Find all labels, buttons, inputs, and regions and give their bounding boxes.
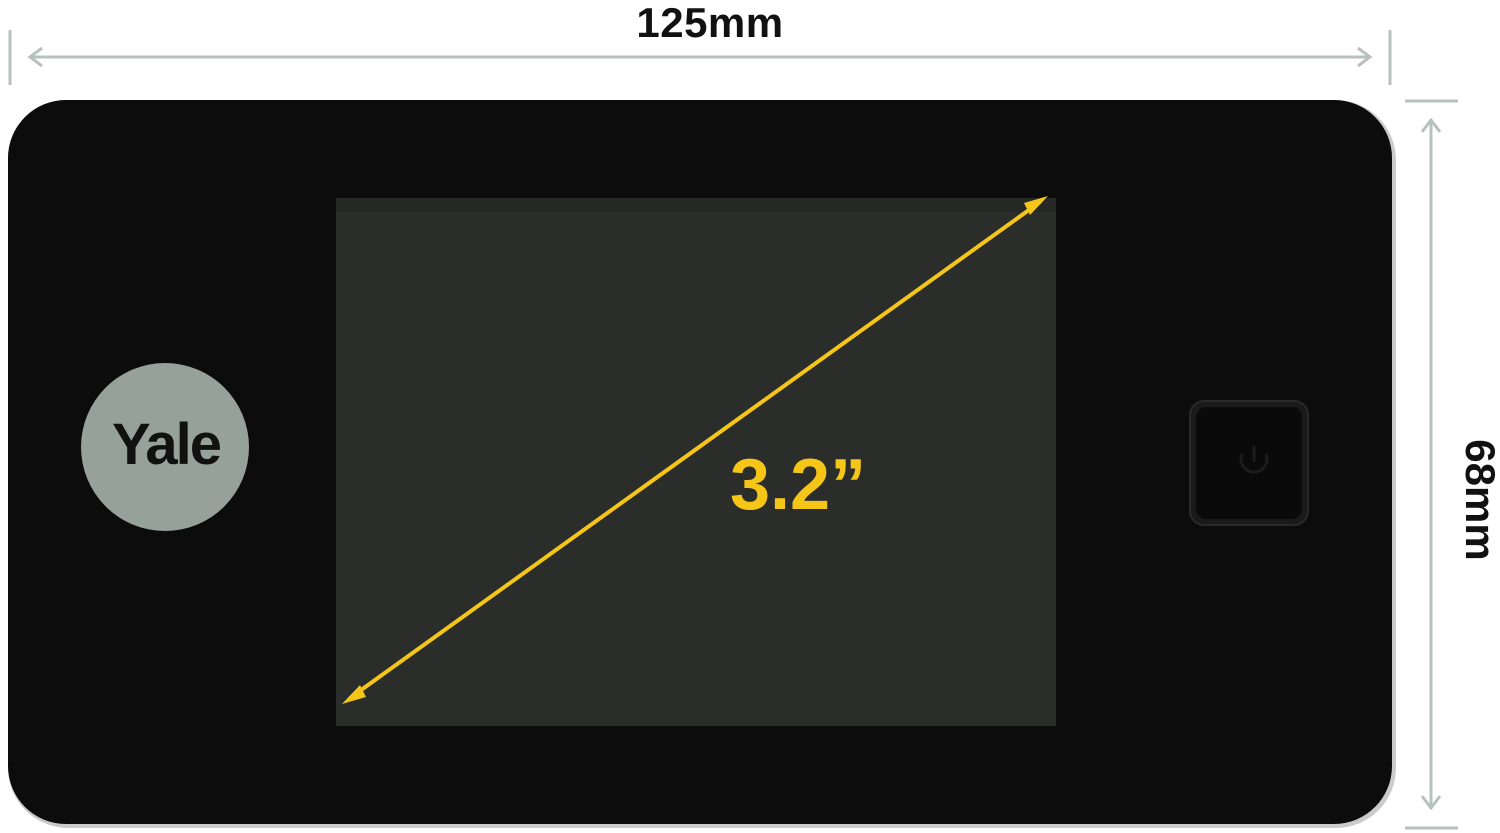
- yale-logo: Yale: [111, 412, 222, 477]
- power-icon: [1239, 446, 1269, 474]
- screen-size-label: 3.2”: [730, 445, 867, 525]
- width-dimension-line: [8, 30, 1392, 85]
- screen-diagonal-arrow: [342, 196, 1048, 704]
- width-dimension-label: 125mm: [636, 0, 784, 46]
- device-screen: [336, 198, 1056, 726]
- height-dimension-line: [1405, 99, 1458, 830]
- logo-badge: [81, 363, 249, 531]
- power-button[interactable]: [1189, 400, 1309, 526]
- height-dimension-label: 68mm: [1457, 439, 1500, 561]
